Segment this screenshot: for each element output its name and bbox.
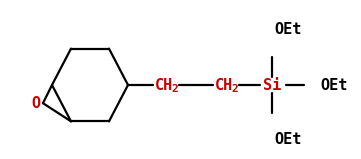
Text: CH: CH xyxy=(215,77,233,93)
Text: OEt: OEt xyxy=(274,132,301,148)
Text: OEt: OEt xyxy=(320,77,347,93)
Text: CH: CH xyxy=(155,77,173,93)
Text: O: O xyxy=(31,96,40,111)
Text: Si: Si xyxy=(263,77,281,93)
Text: OEt: OEt xyxy=(274,23,301,38)
Text: 2: 2 xyxy=(231,84,238,94)
Text: 2: 2 xyxy=(171,84,178,94)
